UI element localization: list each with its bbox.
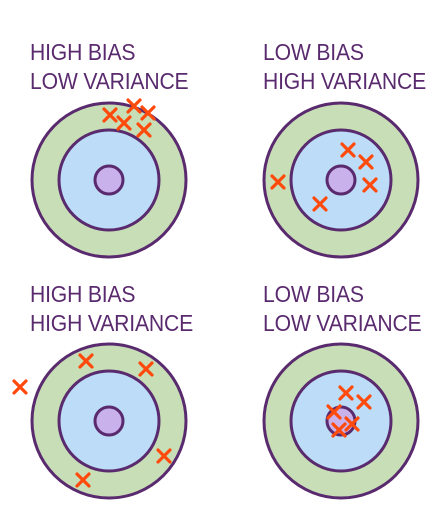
label-line: HIGH VARIANCE	[263, 68, 426, 94]
hit-marker-icon	[326, 404, 342, 420]
hit-marker-icon	[156, 448, 172, 464]
panel-label-low-bias-low-variance: LOW BIAS LOW VARIANCE	[263, 280, 422, 338]
hit-marker-icon	[270, 174, 286, 190]
hit-marker-icon	[356, 394, 372, 410]
hit-marker-icon	[312, 196, 328, 212]
target-4	[262, 342, 420, 500]
bullseye	[93, 164, 125, 196]
label-line: HIGH BIAS	[30, 39, 136, 65]
hit-marker-icon	[362, 177, 378, 193]
hit-marker-icon	[126, 98, 142, 114]
hit-marker-icon	[78, 353, 94, 369]
label-line: LOW VARIANCE	[30, 68, 189, 94]
hit-marker-icon	[358, 154, 374, 170]
panel-label-low-bias-high-variance: LOW BIAS HIGH VARIANCE	[263, 38, 426, 96]
hit-marker-icon	[344, 416, 360, 432]
hit-marker-icon	[12, 379, 28, 395]
hit-marker-icon	[136, 122, 152, 138]
hit-marker-icon	[338, 385, 354, 401]
hit-marker-icon	[340, 142, 356, 158]
bullseye	[93, 405, 125, 437]
label-line: LOW BIAS	[263, 281, 364, 307]
label-line: LOW VARIANCE	[263, 310, 422, 336]
target-3	[30, 342, 188, 500]
panel-label-high-bias-low-variance: HIGH BIAS LOW VARIANCE	[30, 38, 189, 96]
panel-label-high-bias-high-variance: HIGH BIAS HIGH VARIANCE	[30, 280, 193, 338]
bullseye	[325, 164, 357, 196]
label-line: LOW BIAS	[263, 39, 364, 65]
hit-marker-icon	[102, 107, 118, 123]
label-line: HIGH VARIANCE	[30, 310, 193, 336]
hit-marker-icon	[331, 422, 347, 438]
hit-marker-icon	[140, 105, 156, 121]
hit-marker-icon	[116, 115, 132, 131]
target-2	[262, 101, 420, 259]
hit-marker-icon	[138, 361, 154, 377]
hit-marker-icon	[75, 472, 91, 488]
target-1	[30, 101, 188, 259]
label-line: HIGH BIAS	[30, 281, 136, 307]
